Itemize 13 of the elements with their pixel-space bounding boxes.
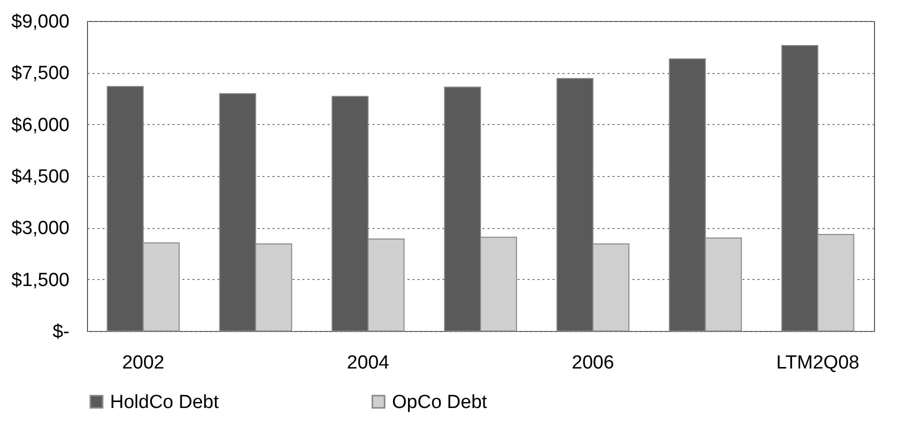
legend-label: HoldCo Debt bbox=[110, 392, 220, 413]
y-tick-label: $- bbox=[52, 322, 70, 342]
legend-label: OpCo Debt bbox=[392, 392, 488, 413]
y-tick-label: $9,000 bbox=[11, 12, 70, 32]
y-tick-label: $1,500 bbox=[11, 270, 70, 291]
y-tick-label: $3,000 bbox=[11, 218, 70, 240]
x-tick-label: 2002 bbox=[122, 352, 164, 374]
x-tick-label: LTM2Q08 bbox=[776, 352, 860, 374]
y-tick-label: $6,000 bbox=[11, 114, 70, 136]
x-tick-label: 2006 bbox=[572, 352, 614, 374]
y-tick-label: $4,500 bbox=[11, 166, 70, 188]
x-tick-label: 2004 bbox=[346, 352, 390, 374]
y-tick-label: $7,500 bbox=[11, 63, 70, 84]
